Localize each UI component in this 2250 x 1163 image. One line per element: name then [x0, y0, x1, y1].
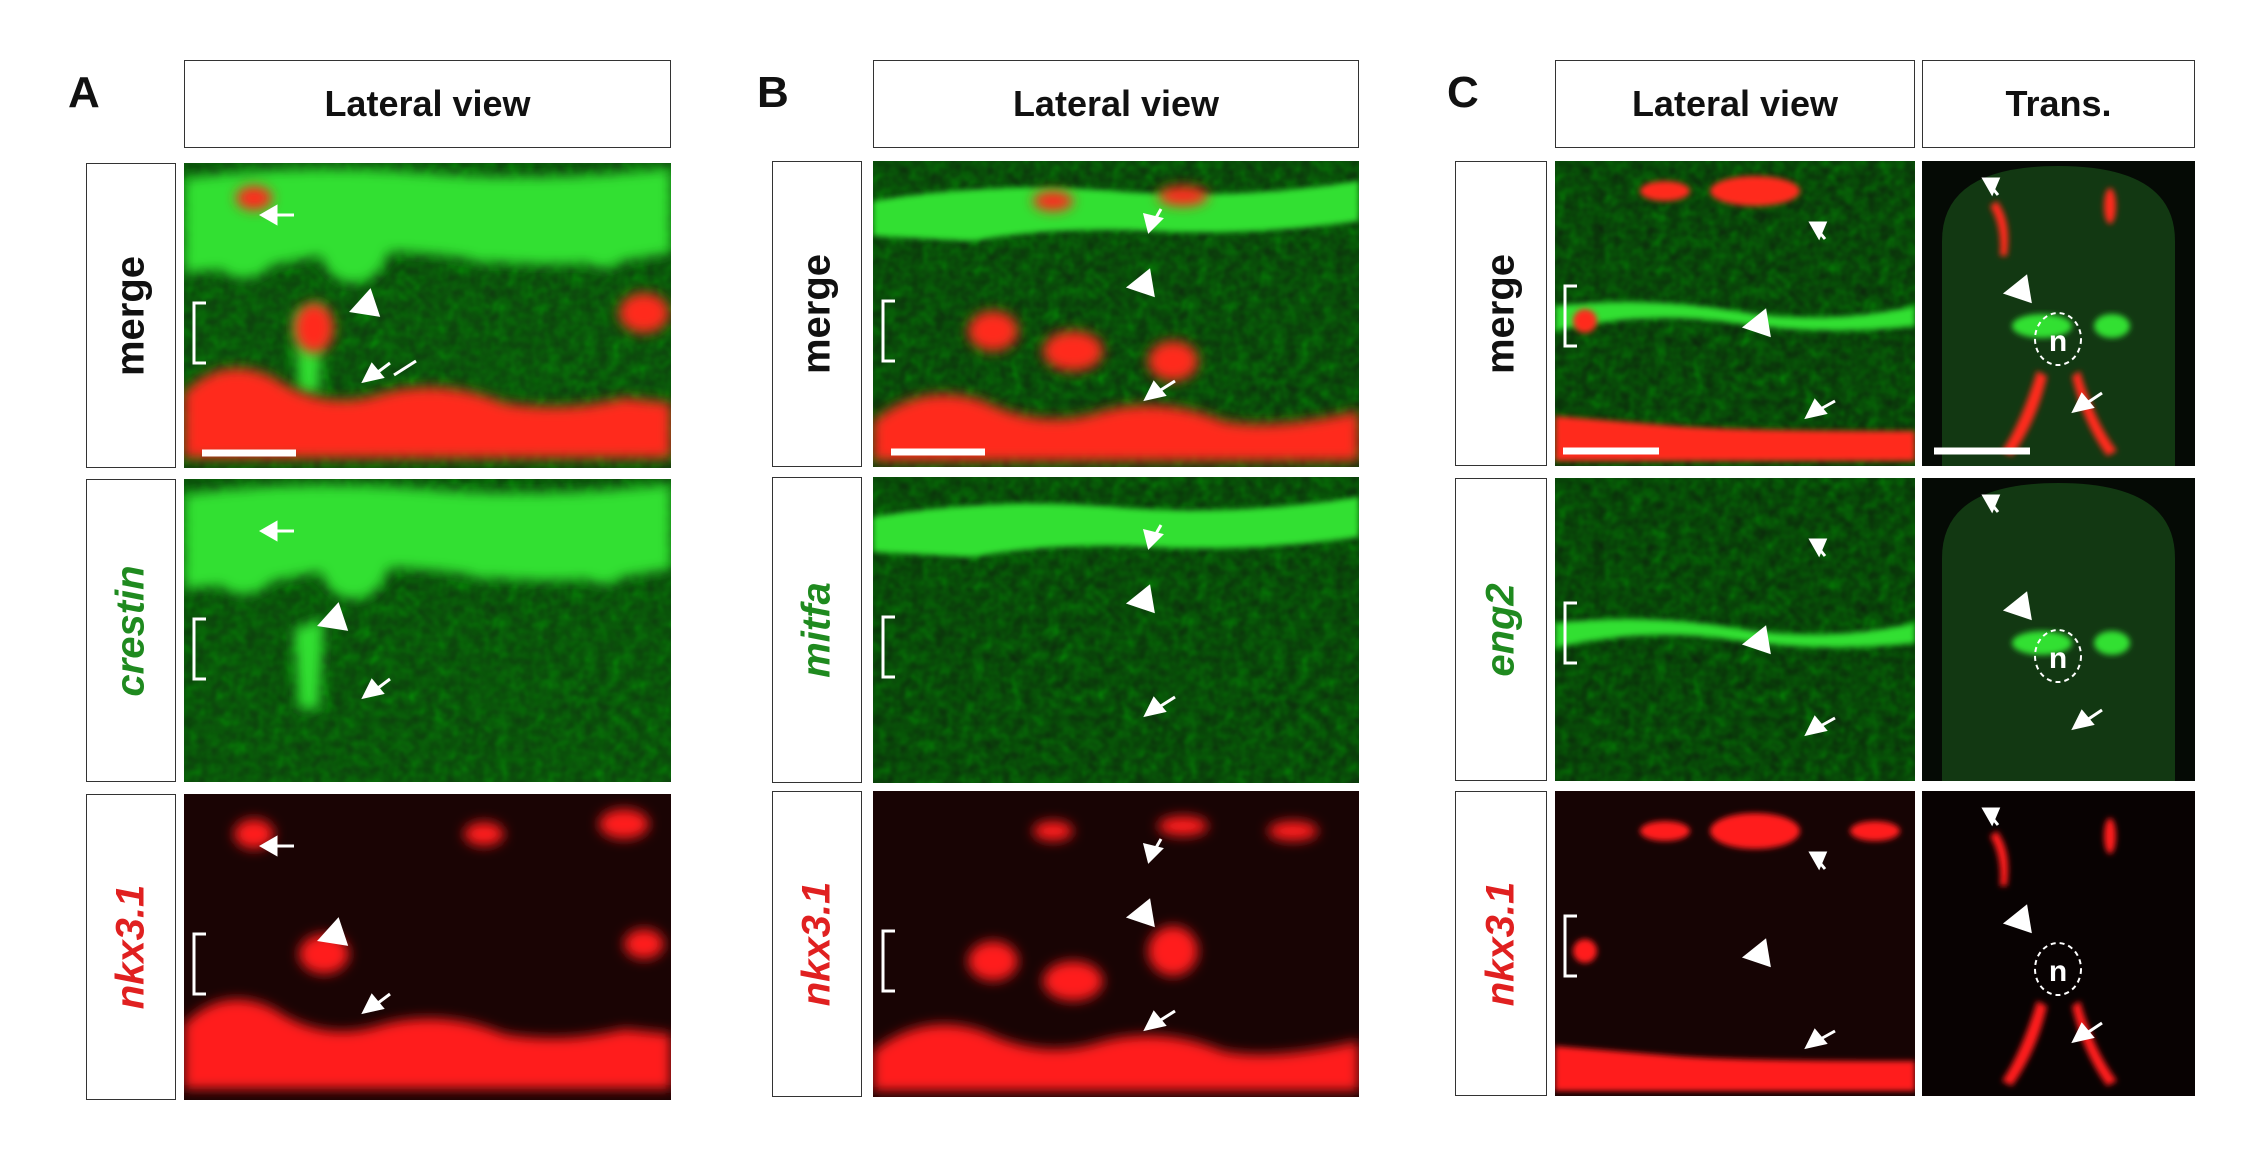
micrograph-c-trans-merge: n: [1922, 161, 2195, 466]
micrograph-a-crestin: [184, 479, 671, 782]
row-label-c-merge: merge: [1455, 161, 1547, 466]
micrograph-c-lateral-merge: [1555, 161, 1915, 466]
row-label-text: eng2: [1478, 582, 1523, 677]
row-label-text: nkx3.1: [794, 881, 839, 1007]
micrograph-b-merge: [873, 161, 1359, 467]
row-label-a-crestin: crestin: [86, 479, 176, 782]
micrograph-c-trans-nkx31: n: [1922, 791, 2195, 1096]
micrograph-c-trans-eng2: n: [1922, 478, 2195, 781]
row-label-text: merge: [108, 255, 153, 376]
row-label-b-nkx31: nkx3.1: [772, 791, 862, 1097]
row-label-a-merge: merge: [86, 163, 176, 468]
row-label-b-merge: merge: [772, 161, 862, 467]
notochord-label: n: [2049, 955, 2067, 988]
micrograph-c-lateral-eng2: [1555, 478, 1915, 781]
row-label-text: nkx3.1: [1478, 881, 1523, 1006]
panel-letter-a: A: [68, 68, 100, 117]
column-header-b-lateral: Lateral view: [873, 60, 1359, 148]
micrograph-a-merge: [184, 163, 671, 468]
micrograph-b-mitfa: [873, 477, 1359, 783]
row-label-text: nkx3.1: [108, 884, 153, 1010]
column-header-c-lateral: Lateral view: [1555, 60, 1915, 148]
row-label-text: crestin: [108, 564, 153, 697]
notochord-label: n: [2049, 642, 2067, 675]
micrograph-a-nkx31: [184, 794, 671, 1100]
row-label-c-nkx31: nkx3.1: [1455, 791, 1547, 1096]
column-header-a-lateral: Lateral view: [184, 60, 671, 148]
micrograph-c-lateral-nkx31: [1555, 791, 1915, 1096]
column-header-c-trans: Trans.: [1922, 60, 2195, 148]
row-label-a-nkx31: nkx3.1: [86, 794, 176, 1100]
row-label-b-mitfa: mitfa: [772, 477, 862, 783]
panel-letter-c: C: [1447, 68, 1479, 117]
row-label-text: merge: [1478, 253, 1523, 374]
notochord-label: n: [2049, 325, 2067, 358]
row-label-text: mitfa: [794, 582, 839, 678]
micrograph-b-nkx31: [873, 791, 1359, 1097]
panel-letter-b: B: [757, 68, 789, 117]
row-label-text: merge: [794, 253, 839, 375]
row-label-c-eng2: eng2: [1455, 478, 1547, 781]
